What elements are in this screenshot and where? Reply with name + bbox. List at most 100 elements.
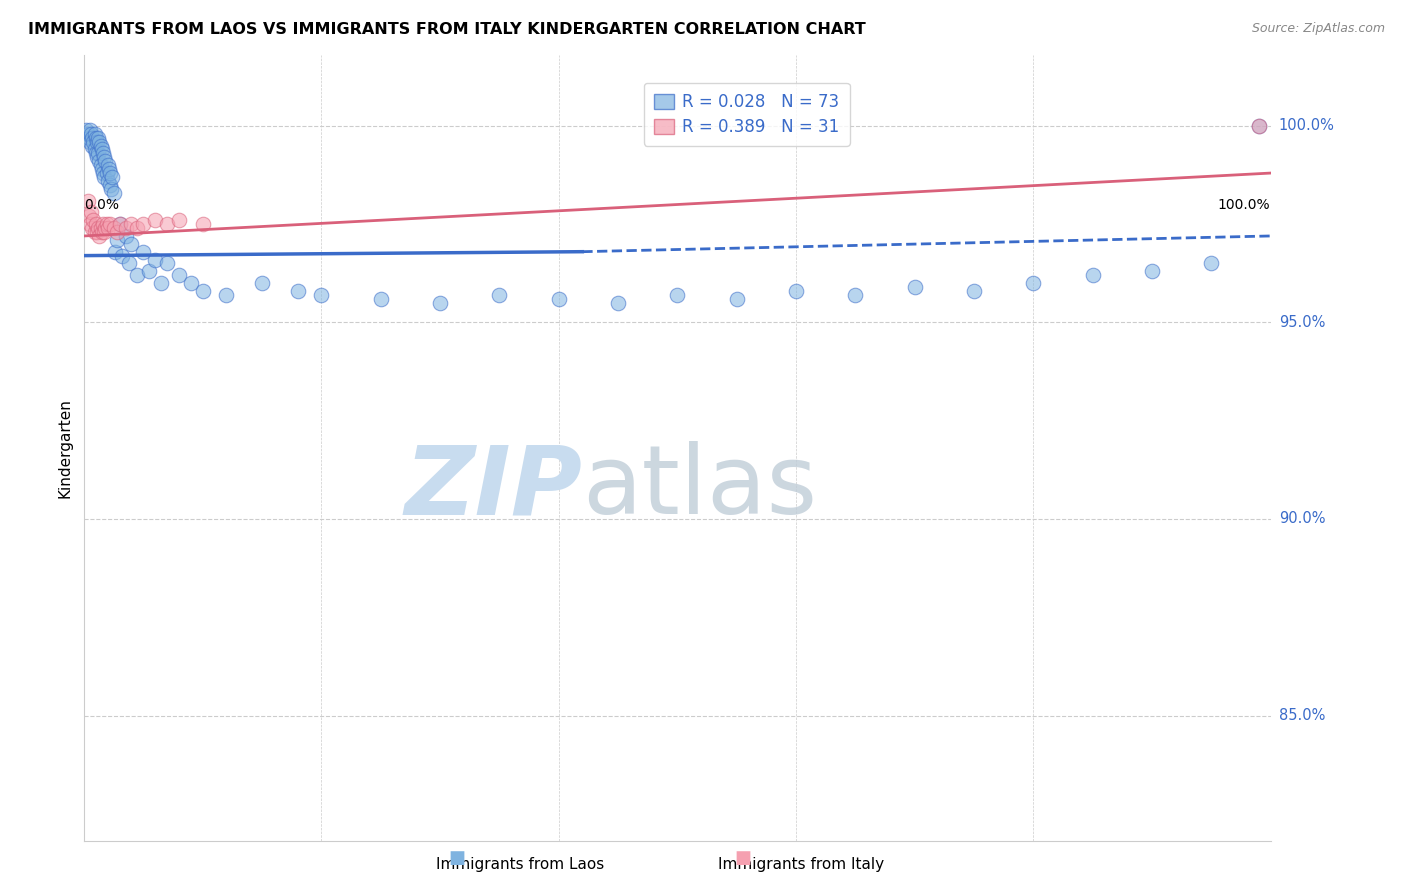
Point xyxy=(77,209,100,223)
Point xyxy=(80,127,103,141)
Point xyxy=(83,143,105,157)
Point xyxy=(76,194,98,208)
Point xyxy=(84,146,107,161)
Text: atlas: atlas xyxy=(582,441,817,534)
Text: 0.0%: 0.0% xyxy=(84,198,120,212)
Text: IMMIGRANTS FROM LAOS VS IMMIGRANTS FROM ITALY KINDERGARTEN CORRELATION CHART: IMMIGRANTS FROM LAOS VS IMMIGRANTS FROM … xyxy=(28,22,866,37)
Text: ■: ■ xyxy=(734,849,751,867)
Point xyxy=(75,123,97,137)
Point xyxy=(725,292,748,306)
Point xyxy=(97,174,120,188)
Point xyxy=(89,229,111,244)
Point xyxy=(191,284,214,298)
Point xyxy=(87,130,110,145)
Text: 90.0%: 90.0% xyxy=(1279,511,1326,526)
Point xyxy=(488,288,510,302)
Point xyxy=(547,292,569,306)
Text: 85.0%: 85.0% xyxy=(1279,708,1326,723)
Point xyxy=(98,166,121,180)
Point xyxy=(98,178,121,192)
Point xyxy=(101,169,124,184)
Point xyxy=(97,158,120,172)
Point xyxy=(191,217,214,231)
Point xyxy=(82,221,104,235)
Text: 100.0%: 100.0% xyxy=(1218,198,1271,212)
Point xyxy=(82,213,104,227)
Point xyxy=(98,217,121,231)
Point xyxy=(93,225,115,239)
Point xyxy=(93,169,115,184)
Point xyxy=(90,162,112,177)
Point xyxy=(607,295,630,310)
Point xyxy=(87,221,110,235)
Point xyxy=(156,217,179,231)
Point xyxy=(143,252,166,267)
Point xyxy=(120,236,142,251)
Point xyxy=(93,150,115,164)
Point xyxy=(1247,119,1270,133)
Point xyxy=(311,288,333,302)
Point xyxy=(143,213,166,227)
Text: Source: ZipAtlas.com: Source: ZipAtlas.com xyxy=(1251,22,1385,36)
Point xyxy=(79,123,101,137)
Point xyxy=(89,135,111,149)
Point xyxy=(90,221,112,235)
Point xyxy=(91,166,114,180)
Point xyxy=(108,217,131,231)
Point xyxy=(90,138,112,153)
Point xyxy=(96,166,118,180)
Point xyxy=(1022,276,1045,290)
Point xyxy=(82,135,104,149)
Point xyxy=(963,284,986,298)
Point xyxy=(84,217,107,231)
Point xyxy=(150,276,173,290)
Point xyxy=(118,256,141,270)
Point xyxy=(111,249,134,263)
Point xyxy=(91,217,114,231)
Text: Immigrants from Italy: Immigrants from Italy xyxy=(718,857,884,872)
Point xyxy=(127,268,149,283)
Point xyxy=(105,233,128,247)
Point xyxy=(77,130,100,145)
Point xyxy=(105,225,128,239)
Point xyxy=(86,135,108,149)
Point xyxy=(87,146,110,161)
Point xyxy=(666,288,689,302)
Point xyxy=(108,217,131,231)
Point xyxy=(82,138,104,153)
Point xyxy=(1247,119,1270,133)
Text: ZIP: ZIP xyxy=(405,441,582,534)
Point xyxy=(100,182,122,196)
Point xyxy=(114,221,136,235)
Point xyxy=(156,256,179,270)
Point xyxy=(132,244,155,259)
Legend: R = 0.028   N = 73, R = 0.389   N = 31: R = 0.028 N = 73, R = 0.389 N = 31 xyxy=(644,83,849,145)
Point xyxy=(91,146,114,161)
Point xyxy=(86,150,108,164)
Y-axis label: Kindergarten: Kindergarten xyxy=(58,399,72,498)
Point xyxy=(785,284,807,298)
Point xyxy=(83,127,105,141)
Point xyxy=(76,127,98,141)
Point xyxy=(250,276,273,290)
Point xyxy=(96,217,118,231)
Point xyxy=(127,221,149,235)
Point xyxy=(89,154,111,169)
Point xyxy=(1140,264,1163,278)
Point xyxy=(132,217,155,231)
Point xyxy=(114,229,136,244)
Point xyxy=(180,276,202,290)
Point xyxy=(97,221,120,235)
Point xyxy=(97,162,120,177)
Point xyxy=(370,292,392,306)
Text: 100.0%: 100.0% xyxy=(1279,119,1334,134)
Point xyxy=(86,225,108,239)
Point xyxy=(80,205,103,219)
Point xyxy=(1199,256,1222,270)
Point xyxy=(215,288,238,302)
Point xyxy=(82,130,104,145)
Point xyxy=(167,213,190,227)
Point xyxy=(104,244,127,259)
Text: Immigrants from Laos: Immigrants from Laos xyxy=(436,857,605,872)
Point xyxy=(287,284,309,298)
